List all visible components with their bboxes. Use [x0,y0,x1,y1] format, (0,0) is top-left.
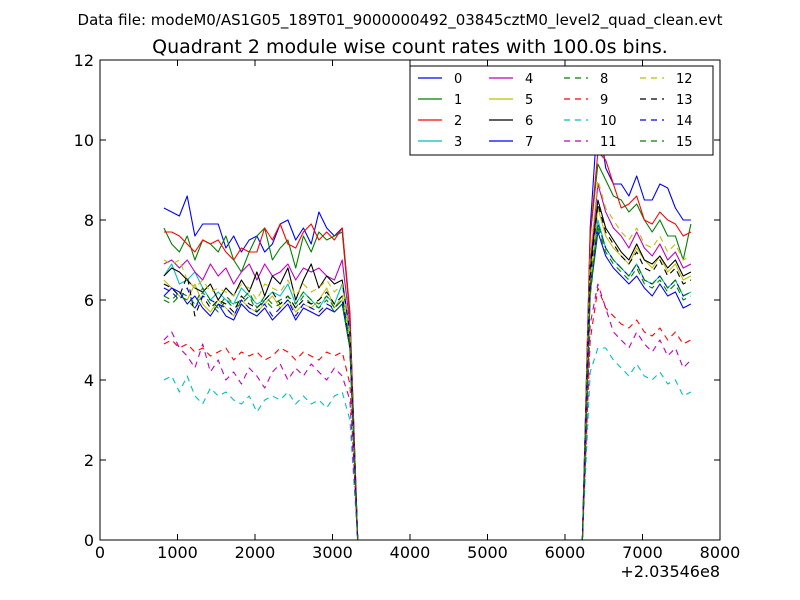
series-line-1 [163,163,692,541]
series-line-0 [163,111,691,541]
x-tick-label: 2000 [235,543,276,562]
legend-label-0: 0 [454,72,462,87]
x-tick-label: 4000 [390,543,431,562]
legend-label-15: 15 [676,135,693,150]
legend-label-1: 1 [454,93,462,108]
series-line-13 [163,203,692,541]
x-tick-labels: 0 1000 2000 3000 4000 5000 6000 7000 8000 [95,543,740,562]
legend-label-9: 9 [600,93,608,108]
series-line-9 [163,287,692,541]
y-tick-label: 8 [84,211,94,230]
x-tick-label: 7000 [622,543,663,562]
series-line-10 [163,347,692,541]
legend-label-11: 11 [600,135,617,150]
legend-label-5: 5 [525,93,533,108]
series-line-7 [163,231,692,541]
legend-frame [409,65,714,156]
y-tick-label: 4 [84,371,94,390]
legend-label-6: 6 [525,114,533,129]
y-tick-label: 6 [84,291,94,310]
legend-label-12: 12 [676,72,693,87]
x-tick-label: 3000 [312,543,353,562]
legend-label-7: 7 [525,135,533,150]
series-line-15 [163,223,692,541]
series-line-2 [163,151,692,541]
x-tick-label: 0 [95,543,105,562]
y-tick-labels: 0 2 4 6 8 10 12 [74,51,94,550]
x-offset-label: +2.03546e8 [620,562,720,581]
x-tick-label: 5000 [467,543,508,562]
legend-label-13: 13 [676,93,693,108]
x-tick-label: 1000 [157,543,198,562]
y-tick-label: 0 [84,531,94,550]
legend-label-14: 14 [676,114,693,129]
y-tick-label: 10 [74,131,94,150]
y-tick-label: 2 [84,451,94,470]
series-line-8 [163,227,692,541]
legend-label-4: 4 [525,72,533,87]
x-tick-label: 6000 [545,543,586,562]
series-line-6 [163,199,692,541]
legend-label-2: 2 [454,114,462,129]
legend-label-3: 3 [454,135,462,150]
x-tick-label: 8000 [700,543,741,562]
series-line-11 [163,283,692,541]
legend-label-10: 10 [600,114,617,129]
chart-title: Quadrant 2 module wise count rates with … [152,36,668,58]
axis-ticks [99,59,721,541]
figure-supertitle: Data file: modeM0/AS1G05_189T01_90000004… [78,11,723,30]
y-tick-label: 12 [74,51,94,70]
plot-lines [163,111,692,541]
legend-label-8: 8 [600,72,608,87]
series-line-12 [163,179,692,541]
series-line-14 [163,223,692,541]
